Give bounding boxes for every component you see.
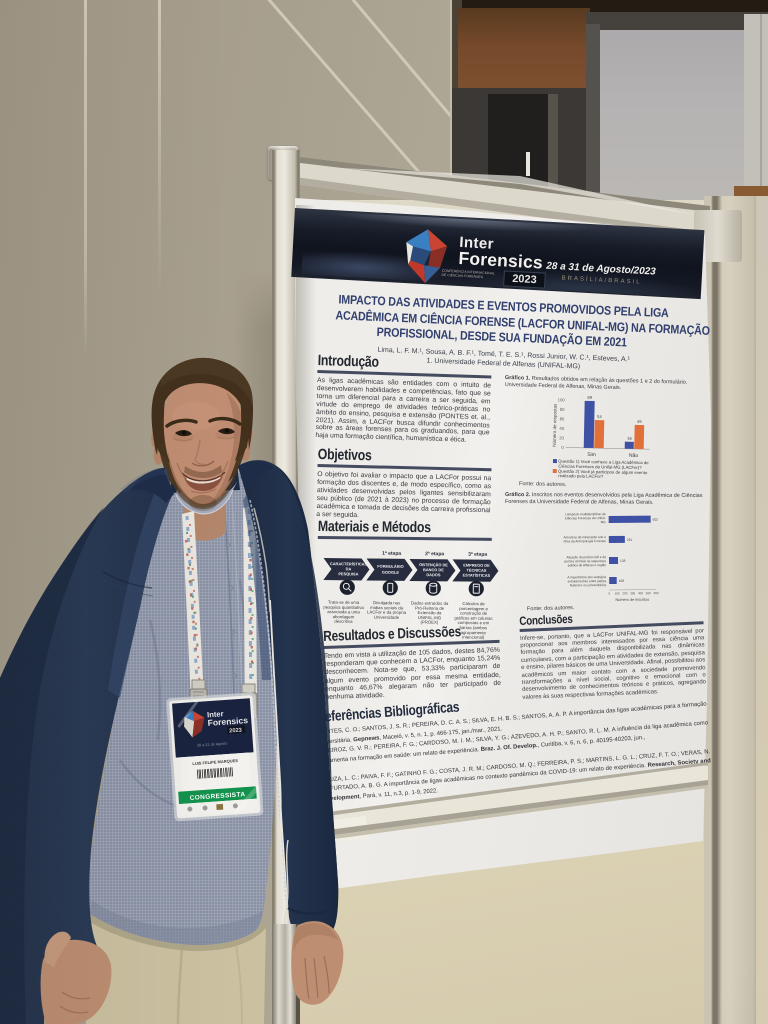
svg-text:Amostras da mineração sob a: Amostras da mineração sob a	[563, 535, 606, 539]
svg-text:602: 602	[653, 518, 659, 522]
svg-text:Sim: Sim	[587, 452, 596, 458]
svg-text:perícia criminal na segurança: perícia criminal na segurança	[564, 559, 606, 563]
svg-text:108: 108	[619, 579, 625, 583]
svg-text:Número de respostas: Número de respostas	[552, 403, 558, 447]
svg-text:600: 600	[654, 591, 659, 595]
svg-text:54: 54	[597, 414, 602, 419]
svg-text:500: 500	[646, 591, 651, 595]
svg-text:100: 100	[615, 591, 620, 595]
svg-text:80: 80	[560, 407, 565, 412]
svg-text:extraterrestres entre justiça: extraterrestres entre justiça	[568, 579, 607, 583]
svg-text:400: 400	[638, 591, 643, 595]
svg-text:A importância dos vestígios: A importância dos vestígios	[567, 575, 606, 579]
svg-text:ótica da Antropologia Forense: ótica da Antropologia Forense	[563, 539, 606, 543]
svg-text:Forensics: Forensics	[207, 715, 248, 728]
svg-text:CONGRESSISTA: CONGRESSISTA	[190, 791, 246, 802]
svg-text:Atuação da polícia civil e da: Atuação da polícia civil e da	[566, 555, 606, 559]
svg-text:89: 89	[587, 395, 592, 400]
svg-text:Não: Não	[629, 453, 639, 459]
svg-text:pública de Alfenas e região: pública de Alfenas e região	[568, 563, 607, 567]
svg-text:40: 40	[559, 426, 564, 431]
svg-text:OBTENÇÃO DE: OBTENÇÃO DE	[419, 562, 448, 567]
svg-text:Número de inscritos: Número de inscritos	[615, 598, 649, 602]
svg-text:300: 300	[630, 591, 635, 595]
svg-text:PESQUISA: PESQUISA	[338, 571, 358, 576]
svg-text:49: 49	[637, 419, 642, 424]
svg-text:DA: DA	[346, 566, 352, 571]
svg-text:EMPREGO DE: EMPREGO DE	[463, 563, 490, 568]
svg-text:FORMULÁRIO: FORMULÁRIO	[377, 564, 403, 569]
svg-text:federal e os universitários: federal e os universitários	[570, 583, 607, 587]
svg-text:BANCO DE: BANCO DE	[423, 567, 444, 572]
svg-text:100: 100	[558, 397, 566, 402]
svg-text:16: 16	[627, 436, 632, 441]
svg-text:0: 0	[608, 592, 610, 596]
svg-text:60: 60	[560, 416, 565, 421]
svg-text:Inter: Inter	[207, 709, 224, 719]
svg-text:128: 128	[620, 559, 626, 563]
svg-text:I simpósio multidisciplinar de: I simpósio multidisciplinar de	[565, 512, 606, 516]
svg-text:TÉCNICAS: TÉCNICAS	[466, 568, 486, 573]
svg-text:0: 0	[561, 445, 564, 450]
svg-text:Ciências Forenses da Unifal-: Ciências Forenses da Unifal-	[565, 516, 606, 520]
svg-text:CARACTERÍSTICAS: CARACTERÍSTICAS	[330, 561, 368, 566]
svg-text:231: 231	[627, 538, 633, 542]
svg-text:DADOS: DADOS	[426, 572, 441, 577]
svg-text:GOOGLE: GOOGLE	[382, 570, 400, 575]
svg-text:2023: 2023	[229, 728, 242, 735]
svg-text:200: 200	[622, 591, 627, 595]
svg-text:28 a 31 de Agosto: 28 a 31 de Agosto	[197, 742, 228, 748]
svg-text:ESTATÍSTICAS: ESTATÍSTICAS	[463, 573, 491, 578]
svg-text:20: 20	[559, 435, 564, 440]
svg-text:MG: MG	[601, 520, 607, 524]
svg-text:LUIS FELIPE MARQUES: LUIS FELIPE MARQUES	[192, 758, 238, 766]
